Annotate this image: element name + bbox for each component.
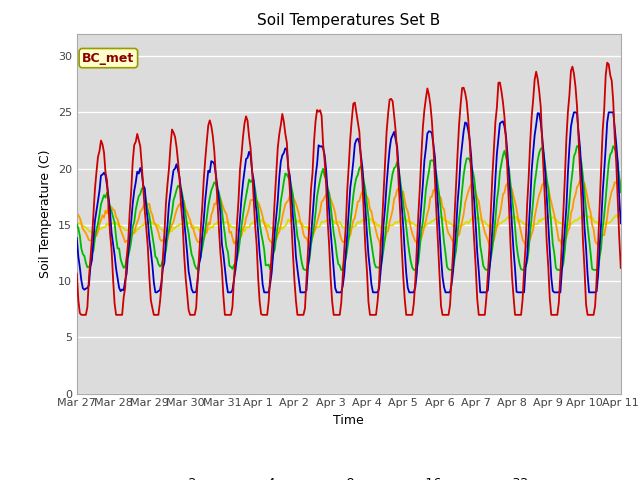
- Text: BC_met: BC_met: [82, 51, 134, 65]
- Y-axis label: Soil Temperature (C): Soil Temperature (C): [39, 149, 52, 278]
- Title: Soil Temperatures Set B: Soil Temperatures Set B: [257, 13, 440, 28]
- Legend: -2cm, -4cm, -8cm, -16cm, -32cm: -2cm, -4cm, -8cm, -16cm, -32cm: [145, 472, 553, 480]
- X-axis label: Time: Time: [333, 414, 364, 427]
